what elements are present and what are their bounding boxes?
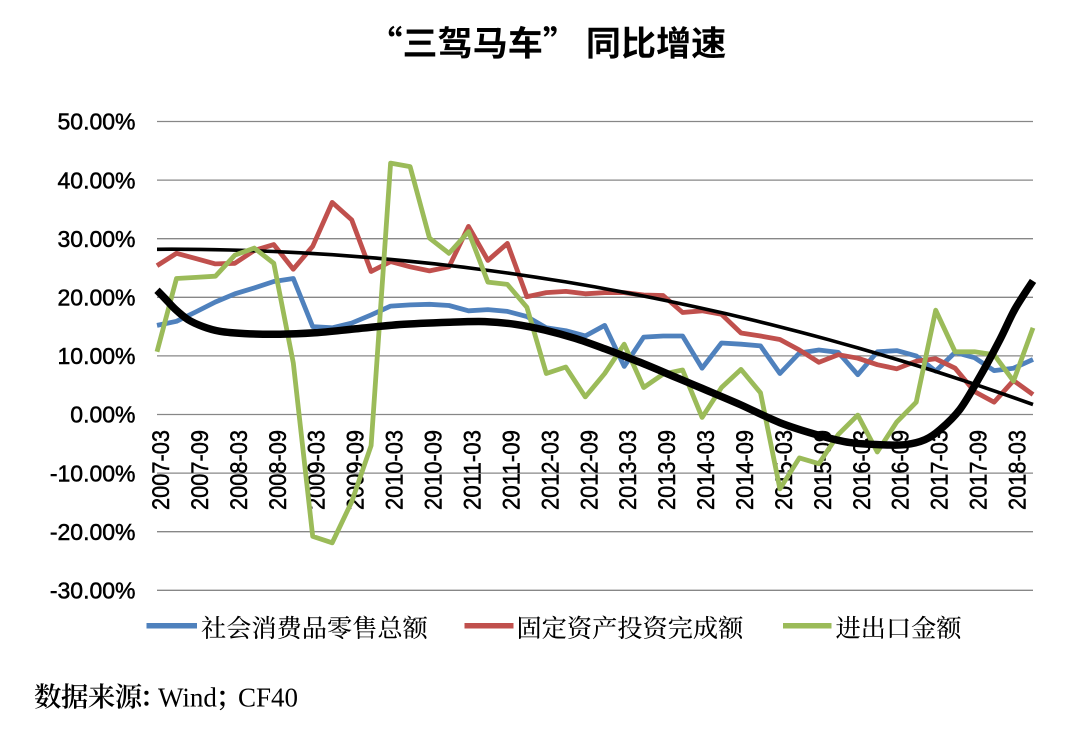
svg-text:2008-03: 2008-03: [226, 430, 253, 510]
svg-text:2009-09: 2009-09: [343, 430, 370, 510]
svg-text:10.00%: 10.00%: [57, 343, 135, 369]
svg-text:2010-03: 2010-03: [382, 430, 409, 510]
svg-text:Wind: Wind: [158, 683, 217, 713]
svg-text:-30.00%: -30.00%: [50, 578, 136, 604]
svg-text:-20.00%: -20.00%: [50, 519, 136, 545]
svg-text:2012-03: 2012-03: [537, 430, 564, 510]
svg-text:30.00%: 30.00%: [57, 226, 135, 252]
svg-text:40.00%: 40.00%: [57, 167, 135, 193]
svg-text:2007-03: 2007-03: [148, 430, 175, 510]
svg-text:2007-09: 2007-09: [187, 430, 214, 510]
svg-text:2011-03: 2011-03: [460, 430, 487, 510]
svg-text:2010-09: 2010-09: [421, 430, 448, 510]
svg-text:2014-09: 2014-09: [732, 430, 759, 510]
svg-text:2013-09: 2013-09: [654, 430, 681, 510]
svg-text:0.00%: 0.00%: [70, 402, 135, 428]
svg-text:20.00%: 20.00%: [57, 285, 135, 311]
svg-text:2013-03: 2013-03: [615, 430, 642, 510]
svg-text:50.00%: 50.00%: [57, 109, 135, 135]
svg-text:2008-09: 2008-09: [265, 430, 292, 510]
svg-text:CF40: CF40: [238, 683, 298, 713]
svg-text:2012-09: 2012-09: [576, 430, 603, 510]
svg-text:-10.00%: -10.00%: [50, 460, 136, 486]
svg-text:2017-03: 2017-03: [927, 430, 954, 510]
svg-text:2011-09: 2011-09: [498, 430, 525, 510]
svg-text:2017-09: 2017-09: [966, 430, 993, 510]
svg-text:2014-03: 2014-03: [693, 430, 720, 510]
svg-text:2018-03: 2018-03: [1005, 430, 1032, 510]
